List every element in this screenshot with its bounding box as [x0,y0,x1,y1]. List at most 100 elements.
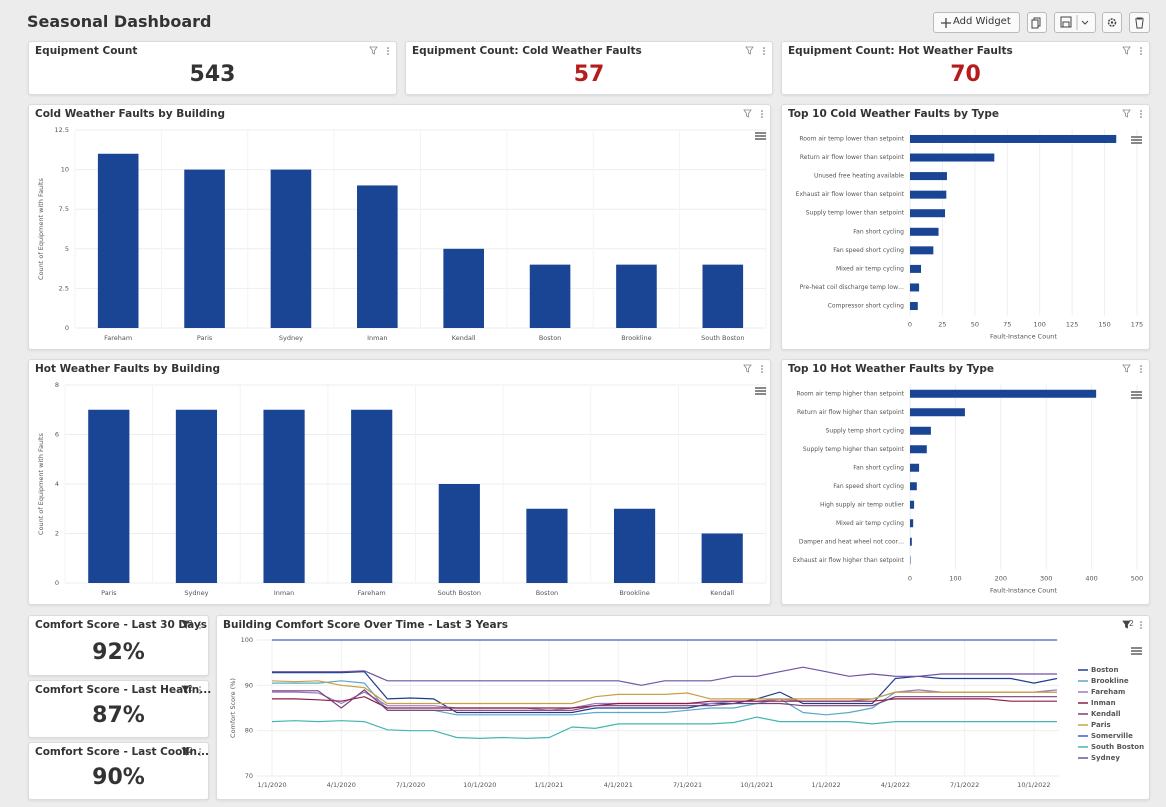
menu-dot [1140,627,1142,629]
x-tick-label: 300 [1040,575,1052,583]
y-tick-label: Return air flow lower than setpoint [800,154,905,161]
card-icons[interactable] [1122,619,1146,631]
button-label: Add Widget [953,16,1011,27]
card-icons[interactable] [1122,45,1146,57]
y-tick-label: Fan speed short cycling [833,247,904,254]
menu-dot [199,748,201,750]
filter-count: 2 [1128,619,1134,628]
legend-label: Inman [1091,699,1116,707]
menu-dot [199,627,201,629]
menu-dot [387,50,389,52]
plus-icon [941,18,951,28]
menu-dot [1140,53,1142,55]
legend-label: South Boston [1091,743,1144,751]
bar [357,185,398,328]
y-tick-label: 0 [55,579,59,587]
chart-title: Cold Weather Faults by Building [35,108,225,120]
card-icons[interactable] [1122,108,1146,120]
y-tick-label: 80 [245,727,253,735]
bar [910,227,939,236]
y-axis-label: Comfort Score (%) [229,678,237,738]
y-tick-label: 70 [245,772,253,780]
x-tick-label: Boston [536,589,558,597]
chart-card: Top 10 Cold Weather Faults by Type 0 25 50… [781,104,1150,350]
y-tick-label: Room air temp higher than setpoint [797,390,905,397]
menu-dot [199,621,201,623]
y-tick-label: 8 [55,381,59,389]
menu-dot [761,365,763,367]
chart: 0 25 50 75 100 125 150 175 Fault-Instance Count R… [796,129,1143,340]
settings-button[interactable] [1102,12,1122,33]
add-widget-button[interactable]: Add Widget [933,12,1020,33]
kpi-title: Comfort Score - Last Coolin... [35,746,209,758]
kpi-title: Equipment Count: Hot Weather Faults [788,45,1013,57]
x-tick-label: 125 [1066,320,1078,328]
menu-dot [387,53,389,55]
menu-dot [1140,371,1142,373]
y-tick-label: Mixed air temp cycling [836,520,904,527]
filter-icon [1122,46,1131,55]
card-icons[interactable] [1122,363,1146,375]
delete-button[interactable] [1129,12,1150,33]
x-tick-label: South Boston [438,589,481,597]
x-tick-label: 50 [971,320,979,328]
x-tick-label: 0 [908,575,912,583]
settings-icon [1107,18,1117,27]
kpi-title: Comfort Score - Last 30 Days [35,619,208,631]
save-button[interactable] [1054,12,1096,33]
x-tick-label: 10/1/2020 [463,781,496,789]
menu-dot [1140,368,1142,370]
y-tick-label: Exhaust air flow higher than setpoint [793,557,905,564]
filter-icon [369,46,378,55]
menu-dot [199,624,201,626]
y-axis-label: Count of Equipment with Faults [37,177,45,280]
card-icons[interactable] [181,619,205,631]
menu-dot [761,116,763,118]
bar [88,409,130,583]
x-tick-label: 1/1/2022 [812,781,841,789]
x-tick-label: Kendall [452,334,476,342]
menu-dot [1140,624,1142,626]
menu-dot [1140,50,1142,52]
x-axis-label: Fault-Instance Count [990,332,1057,340]
card-icons[interactable] [369,45,393,57]
menu-dot [1140,47,1142,49]
x-tick-label: 7/1/2021 [673,781,702,789]
series-line [272,671,1058,714]
legend-label: Sydney [1091,754,1120,762]
filter-icon [743,109,752,118]
x-tick-label: Paris [101,589,117,597]
delete-icon [1135,17,1144,29]
card-icons[interactable] [743,108,767,120]
bar [910,153,995,162]
series-line [271,716,1057,740]
y-tick-label: 10 [61,166,69,174]
chart-title: Hot Weather Faults by Building [35,363,220,375]
x-tick-label: 4/1/2020 [327,781,356,789]
bar [184,169,225,328]
kpi-value: 543 [189,62,236,87]
menu-dot [1140,110,1142,112]
bar [910,389,1097,398]
copy-button[interactable] [1027,12,1047,33]
x-tick-label: 1/1/2020 [257,781,286,789]
bar [910,463,920,472]
bar [910,482,917,491]
chart: 0 2 4 6 8 Count of Equipment with Faults Paris… [37,381,767,597]
dashboard-title: Seasonal Dashboard [27,12,212,31]
x-tick-label: 7/1/2022 [950,781,979,789]
card-icons[interactable] [181,746,205,758]
y-tick-label: 7.5 [59,205,69,213]
filter-count: 2 [187,684,193,693]
bar [616,264,657,328]
filter-icon [1122,620,1131,629]
card-icons[interactable] [181,684,205,696]
kpi-title: Comfort Score - Last Heatin... [35,684,212,696]
card-icons[interactable] [743,363,767,375]
y-tick-label: Fan short cycling [853,228,904,235]
filter-icon [1122,109,1131,118]
x-tick-label: South Boston [701,334,744,342]
series-line [272,666,1057,686]
kpi-value: 70 [950,62,981,87]
card-icons[interactable] [745,45,769,57]
